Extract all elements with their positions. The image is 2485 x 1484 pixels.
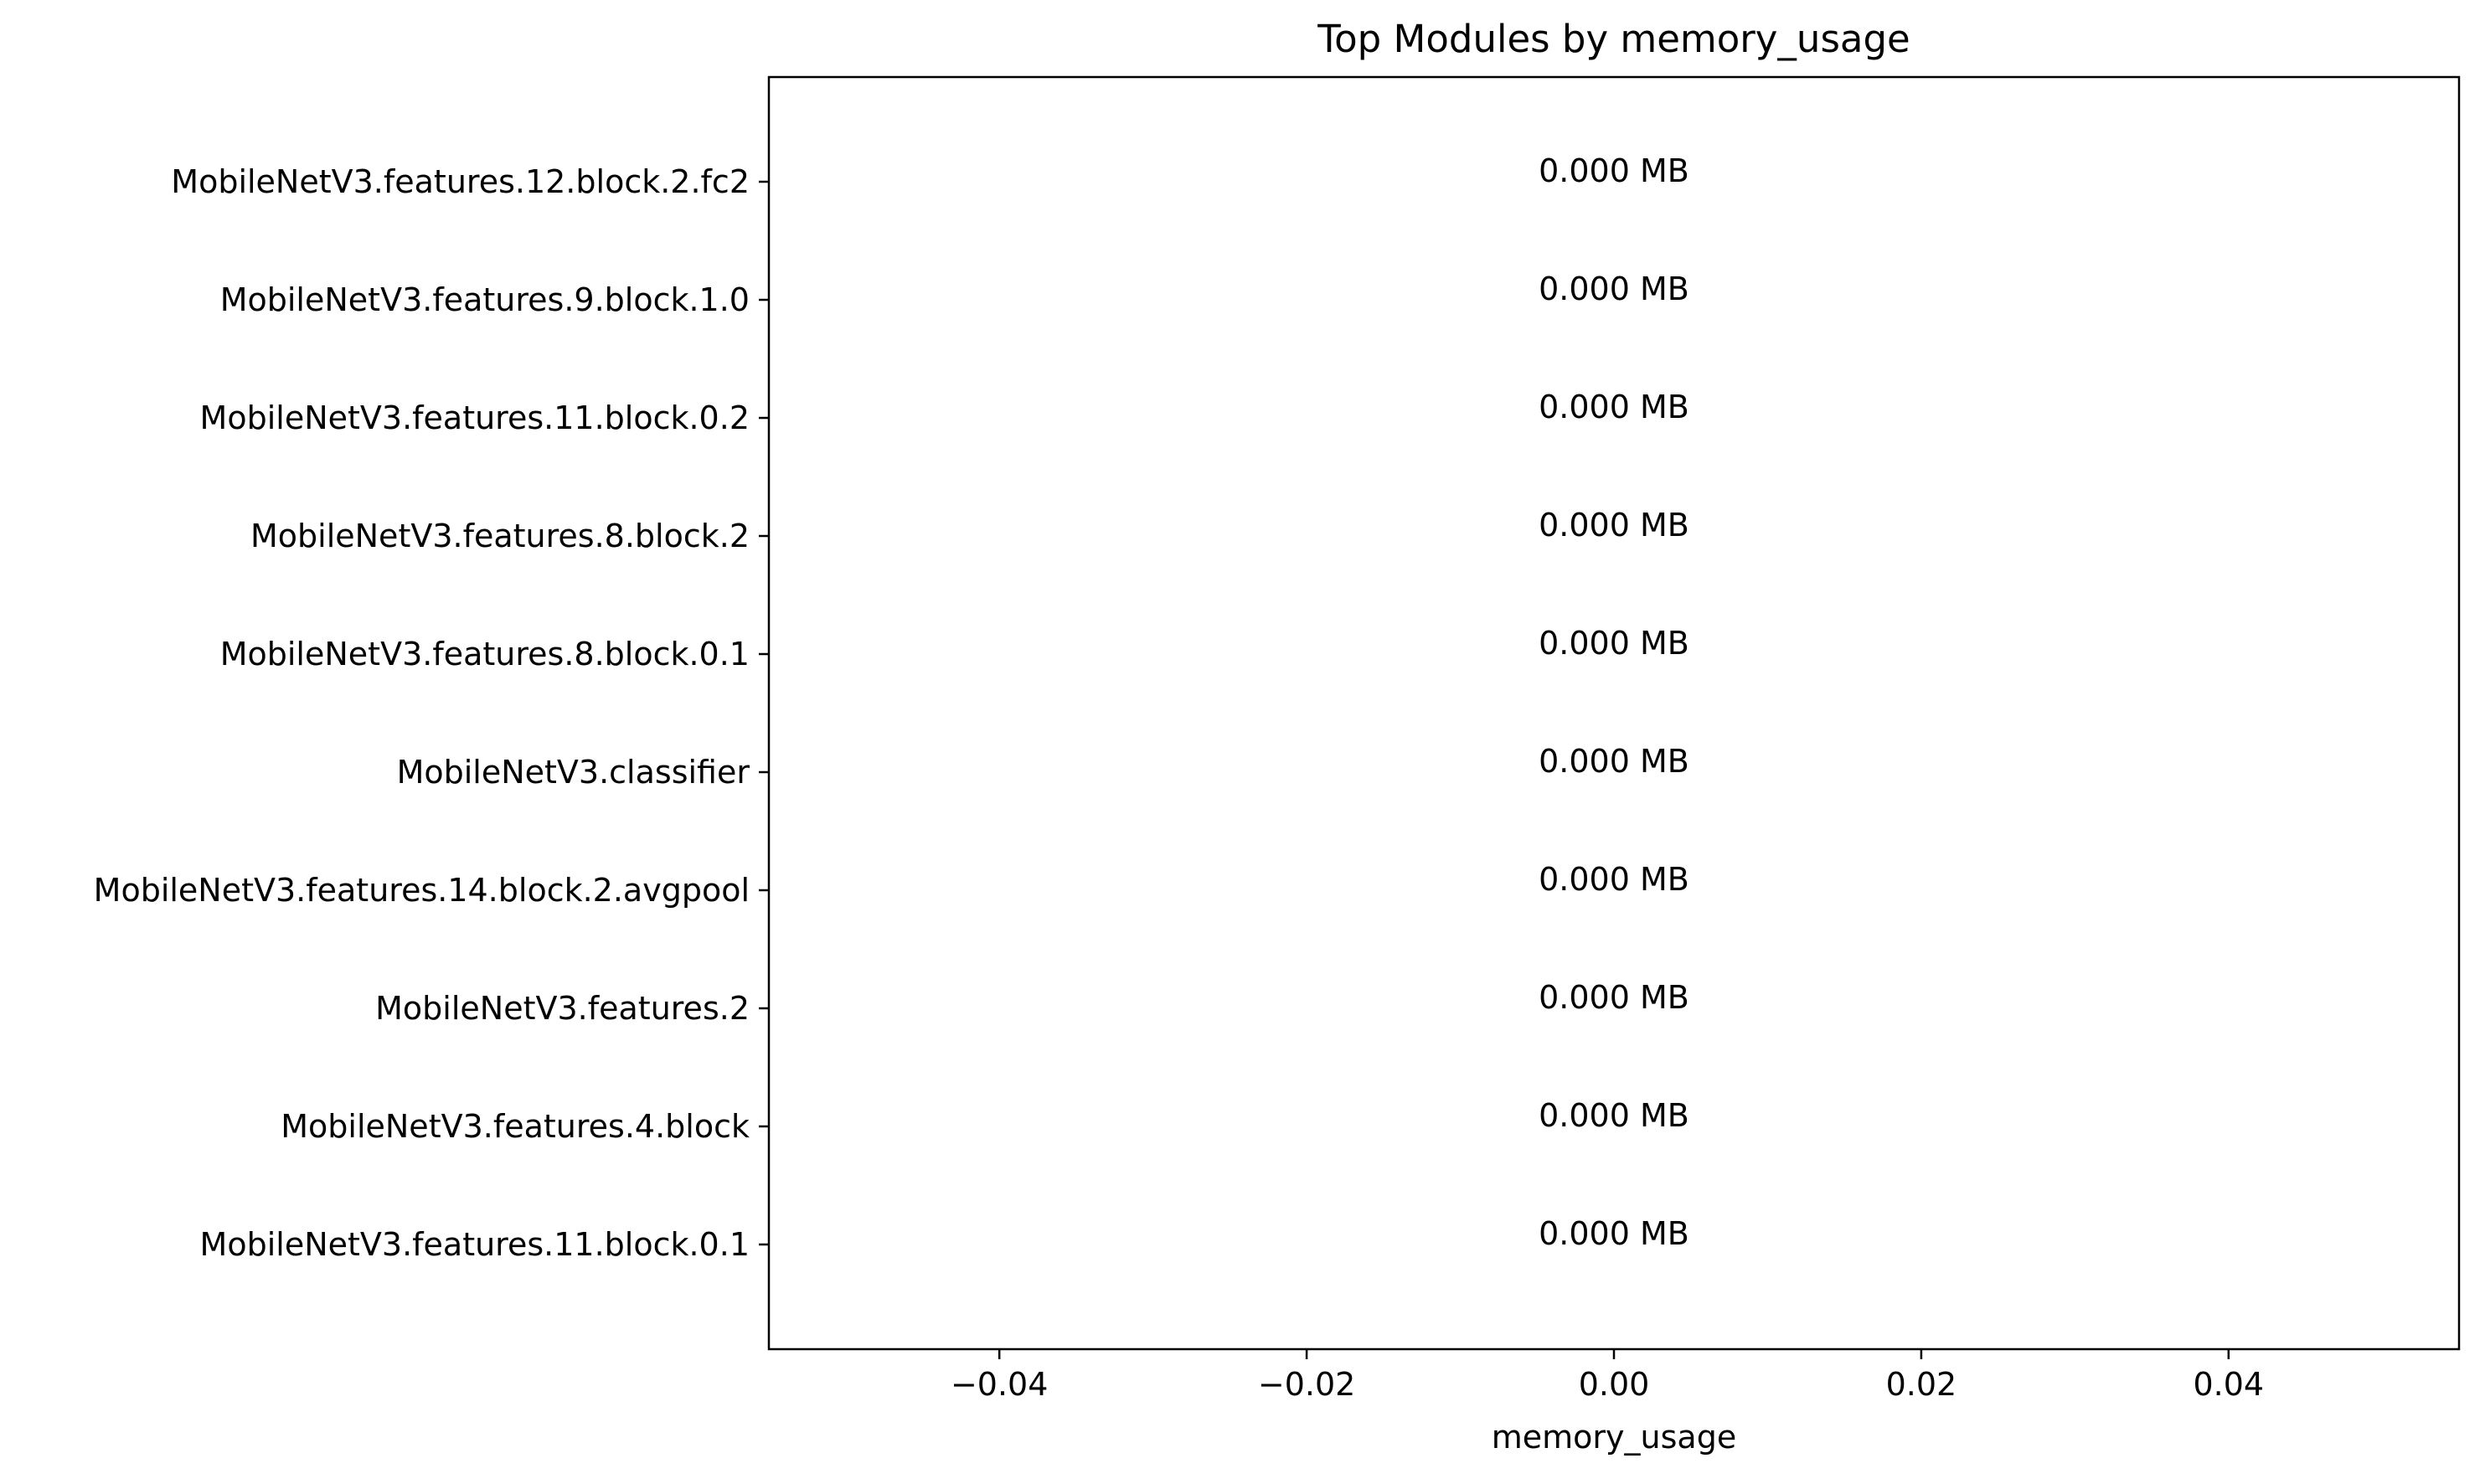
x-tick-label: 0.00 bbox=[1579, 1366, 1650, 1403]
x-tick-label: 0.04 bbox=[2194, 1366, 2265, 1403]
x-axis-label: memory_usage bbox=[1492, 1419, 1736, 1456]
data-label: 0.000 MB bbox=[1539, 1097, 1689, 1134]
data-label: 0.000 MB bbox=[1539, 625, 1689, 662]
x-axis: −0.04 −0.02 0.00 0.02 0.04 bbox=[951, 1349, 2264, 1403]
x-tick-label: −0.02 bbox=[1258, 1366, 1355, 1403]
x-tick-label: 0.02 bbox=[1886, 1366, 1957, 1403]
y-tick-label: MobileNetV3.features.12.block.2.fc2 bbox=[171, 163, 750, 200]
y-tick-label: MobileNetV3.features.9.block.1.0 bbox=[220, 281, 750, 318]
y-tick-label: MobileNetV3.features.11.block.0.1 bbox=[200, 1226, 750, 1263]
data-label: 0.000 MB bbox=[1539, 152, 1689, 189]
data-labels: 0.000 MB 0.000 MB 0.000 MB 0.000 MB 0.000 MB… bbox=[1539, 152, 1689, 1252]
y-tick-label: MobileNetV3.features.4.block bbox=[281, 1108, 750, 1145]
y-tick-label: MobileNetV3.features.2 bbox=[375, 990, 750, 1027]
y-axis: MobileNetV3.features.12.block.2.fc2 Mobil… bbox=[94, 163, 769, 1263]
y-tick-label: MobileNetV3.features.14.block.2.avgpool bbox=[94, 872, 750, 909]
data-label: 0.000 MB bbox=[1539, 743, 1689, 780]
chart-title: Top Modules by memory_usage bbox=[1317, 17, 1910, 61]
plot-frame bbox=[767, 75, 2461, 1351]
y-tick-label: MobileNetV3.features.11.block.0.2 bbox=[200, 399, 750, 436]
y-tick-label: MobileNetV3.features.8.block.0.1 bbox=[220, 636, 750, 672]
y-tick-label: MobileNetV3.features.8.block.2 bbox=[250, 518, 750, 554]
y-tick-label: MobileNetV3.classifier bbox=[397, 754, 750, 791]
data-label: 0.000 MB bbox=[1539, 389, 1689, 425]
x-tick-label: −0.04 bbox=[951, 1366, 1048, 1403]
data-label: 0.000 MB bbox=[1539, 507, 1689, 544]
data-label: 0.000 MB bbox=[1539, 1215, 1689, 1252]
data-label: 0.000 MB bbox=[1539, 271, 1689, 307]
data-label: 0.000 MB bbox=[1539, 861, 1689, 898]
data-label: 0.000 MB bbox=[1539, 979, 1689, 1016]
